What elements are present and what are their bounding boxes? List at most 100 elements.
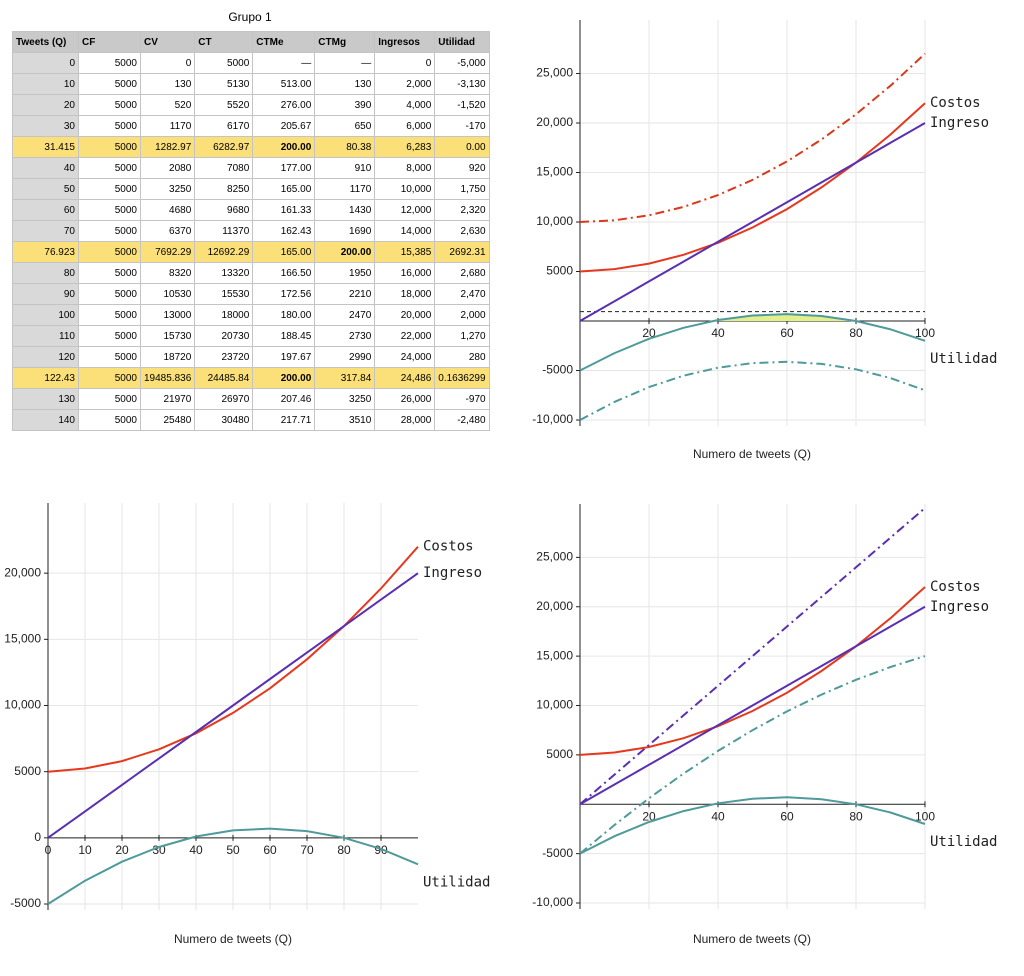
x-tick-label: 100 (915, 809, 935, 823)
table-cell: 2,630 (434, 220, 490, 242)
y-tick-label: -10,000 (532, 412, 573, 426)
x-tick-label: 80 (849, 809, 863, 823)
x-tick-label: 10 (78, 843, 92, 857)
table-cell: 140 (12, 409, 79, 431)
series-line (579, 796, 926, 855)
series-label: Ingreso (930, 599, 989, 615)
x-axis-label: Numero de tweets (Q) (174, 932, 292, 946)
y-tick-label: 5000 (546, 264, 573, 278)
series-line (579, 313, 926, 372)
x-tick-label: 60 (780, 809, 794, 823)
column-header: CV (139, 31, 196, 53)
x-tick-label: 100 (915, 326, 935, 340)
table-cell: 3510 (314, 409, 376, 431)
y-tick-label: 10,000 (4, 698, 41, 712)
y-tick-label: 25,000 (536, 550, 573, 564)
table-cell: 1282.97 (139, 136, 196, 158)
x-axis-label: Numero de tweets (Q) (693, 447, 811, 461)
table-cell: 100 (12, 304, 79, 326)
table-row: 20 5000 520 5520 276.00 390 4,000 -1,520 (12, 94, 490, 116)
y-tick-label: 10,000 (536, 698, 573, 712)
series-label: Costos (930, 95, 981, 111)
y-tick-label: 20,000 (4, 565, 41, 579)
table-row: 140 5000 25480 30480 217.71 3510 28,000 -2,480 (12, 409, 490, 431)
table-cell: 130 (12, 388, 79, 410)
x-tick-label: 70 (300, 843, 314, 857)
series-line (579, 52, 926, 223)
table-cell: -2,480 (434, 409, 490, 431)
table-row: 122.43 5000 19485.836 24485.84 200.00 317.84 2… (12, 367, 490, 389)
table-row: 120 5000 18720 23720 197.67 2990 24,000 280 (12, 346, 490, 368)
x-tick-label: 40 (711, 809, 725, 823)
y-tick-label: 15,000 (536, 648, 573, 662)
series-label: Costos (930, 579, 981, 595)
y-tick-label: 15,000 (4, 632, 41, 646)
y-tick-label: 5000 (546, 747, 573, 761)
series-line (47, 572, 419, 839)
table-row: 30 5000 1170 6170 205.67 650 6,000 -170 (12, 115, 490, 137)
y-tick-label: -5000 (10, 896, 41, 910)
table-row: 70 5000 6370 11370 162.43 1690 14,000 2,630 (12, 220, 490, 242)
table-cell: -5,000 (434, 52, 490, 74)
column-header: CTMe (252, 31, 316, 53)
series-line (579, 122, 926, 322)
x-tick-label: 0 (45, 843, 52, 857)
series-line (47, 827, 419, 905)
y-tick-label: 0 (34, 830, 41, 844)
table-cell: 31.415 (12, 136, 79, 158)
column-header: Tweets (Q) (12, 31, 79, 53)
table-cell: 19485.836 (139, 367, 196, 389)
table-row: 76.923 5000 7692.29 12692.29 165.00 200.00 15,… (12, 241, 490, 263)
table-row: 80 5000 8320 13320 166.50 1950 16,000 2,680 (12, 262, 490, 284)
y-tick-label: -10,000 (532, 895, 573, 909)
x-tick-label: 50 (226, 843, 240, 857)
series-label: Utilidad (930, 834, 997, 850)
column-header: Utilidad (434, 31, 490, 53)
table-cell: 120 (12, 346, 79, 368)
x-tick-label: 40 (189, 843, 203, 857)
table-cell: 25480 (139, 409, 196, 431)
series-line (579, 655, 926, 855)
table-cell: 317.84 (314, 367, 376, 389)
data-table: Tweets (Q) CF CV CT CTMe CTMg Ingresos Utilidad… (12, 31, 490, 431)
x-tick-label: 80 (337, 843, 351, 857)
table-cell: 5000 (78, 367, 141, 389)
table-cell: 0 (12, 52, 79, 74)
y-tick-label: -5000 (542, 363, 573, 377)
header-row: Tweets (Q) CF CV CT CTMe CTMg Ingresos Utilidad (12, 31, 490, 53)
table-row: 0 5000 0 5000— —0 -5,000 (12, 52, 490, 74)
x-tick-label: 20 (115, 843, 129, 857)
table-title: Grupo 1 (228, 10, 272, 24)
y-tick-label: 20,000 (536, 115, 573, 129)
x-tick-label: 60 (780, 326, 794, 340)
series-label: Ingreso (423, 565, 482, 581)
table-cell: 80 (12, 262, 79, 284)
table-cell: 5000 (78, 409, 141, 431)
table-row: 90 5000 10530 15530 172.56 2210 18,000 2,470 (12, 283, 490, 305)
y-tick-label: -5000 (542, 846, 573, 860)
series-line (579, 586, 926, 756)
column-header: CF (78, 31, 141, 53)
table-cell: 20 (12, 94, 79, 116)
table-cell: 200.00 (252, 367, 316, 389)
table-row: 10 5000 130 5130 513.00 130 2,000 -3,130 (12, 73, 490, 95)
table-cell: 122.43 (12, 367, 79, 389)
x-tick-label: 40 (711, 326, 725, 340)
x-axis-label: Numero de tweets (Q) (693, 932, 811, 946)
series-label: Utilidad (930, 351, 997, 367)
table-cell: -3,130 (434, 73, 490, 95)
table-cell: 6282.97 (194, 136, 254, 158)
series-label: Ingreso (930, 115, 989, 131)
y-tick-label: 20,000 (536, 599, 573, 613)
y-tick-label: 10,000 (536, 214, 573, 228)
series-label: Costos (423, 539, 474, 555)
table-cell: 15,385 (374, 241, 436, 263)
table-cell: 24,486 (374, 367, 436, 389)
series-line (47, 546, 419, 773)
table-row: 60 5000 4680 9680 161.33 1430 12,000 2,320 (12, 199, 490, 221)
x-tick-label: 80 (849, 326, 863, 340)
series-label: Utilidad (423, 874, 490, 890)
table-cell: 5000 (78, 136, 141, 158)
